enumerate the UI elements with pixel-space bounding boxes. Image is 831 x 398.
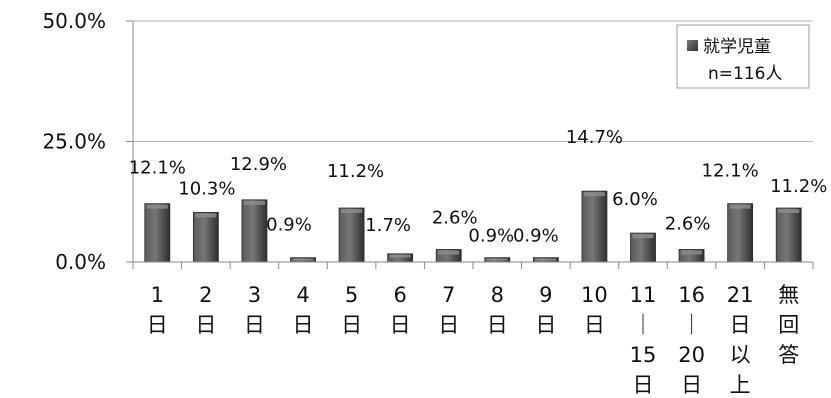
x-tick-label: 日 bbox=[487, 313, 508, 337]
data-label: 0.9% bbox=[266, 215, 312, 236]
axis-layer bbox=[126, 20, 814, 269]
x-tick-label: 日 bbox=[244, 313, 265, 337]
x-tick-label: 21 bbox=[727, 283, 754, 307]
data-label: 12.9% bbox=[230, 154, 287, 175]
x-tick-label: 日 bbox=[633, 373, 654, 397]
data-label: 2.6% bbox=[665, 213, 711, 234]
x-tick-label: 15 bbox=[630, 343, 657, 367]
bar-highlight bbox=[389, 254, 411, 258]
bar-highlight bbox=[292, 258, 314, 261]
bar-highlight bbox=[583, 192, 605, 197]
x-tick-label: 5 bbox=[345, 283, 358, 307]
x-tick-label: 日 bbox=[147, 313, 168, 337]
bar-group bbox=[581, 190, 608, 263]
x-tick-label: 日 bbox=[390, 313, 411, 337]
x-tick-label: 上 bbox=[730, 373, 751, 397]
bar-highlight bbox=[486, 258, 508, 261]
legend-swatch bbox=[687, 40, 698, 51]
bar-group bbox=[484, 257, 511, 263]
bar-highlight bbox=[195, 213, 217, 218]
bar-group bbox=[775, 207, 802, 263]
bar-group bbox=[435, 249, 462, 263]
x-tick-label: 日 bbox=[584, 313, 605, 337]
data-label: 0.9% bbox=[468, 226, 514, 247]
x-tick-label: 8 bbox=[491, 283, 504, 307]
x-tick-label: 10 bbox=[581, 283, 608, 307]
bar-highlight bbox=[535, 258, 557, 261]
labels-layer: 0.0% 25.0% 50.0% 12.1% 1 日 10.3% 2 日 12.9% 3 日 0.9% 4… bbox=[42, 9, 827, 397]
bar-highlight bbox=[146, 204, 168, 209]
bar-highlight bbox=[243, 200, 265, 205]
bar-highlight bbox=[729, 204, 751, 209]
bar-group bbox=[678, 249, 705, 263]
x-tick-label: 日 bbox=[293, 313, 314, 337]
bar-group bbox=[532, 257, 559, 263]
bar-highlight bbox=[632, 234, 654, 239]
legend-box bbox=[676, 24, 810, 89]
bar-highlight bbox=[341, 209, 363, 214]
bar-group bbox=[387, 253, 414, 263]
x-tick-label: 日 bbox=[730, 313, 751, 337]
y-tick-label: 25.0% bbox=[42, 130, 106, 154]
x-tick-label: 日 bbox=[438, 313, 459, 337]
bar-group bbox=[290, 257, 316, 263]
legend-series-label: 就学児童 bbox=[703, 37, 771, 57]
x-tick-label: 日 bbox=[341, 313, 362, 337]
data-label: 11.2% bbox=[327, 161, 384, 182]
x-tick-label: 3 bbox=[248, 283, 261, 307]
bar bbox=[192, 211, 219, 263]
bar bbox=[241, 199, 268, 263]
x-tick-label: ｜ bbox=[681, 313, 702, 337]
bar bbox=[144, 203, 171, 263]
x-tick-label: 日 bbox=[681, 373, 702, 397]
y-tick-label: 50.0% bbox=[42, 9, 106, 33]
x-tick-label: 回 bbox=[778, 313, 799, 337]
data-label: 2.6% bbox=[432, 207, 478, 228]
bar-group bbox=[144, 203, 171, 263]
legend: 就学児童 n=116人 bbox=[676, 24, 810, 89]
bar-highlight bbox=[778, 209, 800, 214]
data-label: 1.7% bbox=[365, 215, 411, 236]
bar-highlight bbox=[681, 250, 703, 255]
data-label: 14.7% bbox=[566, 127, 623, 148]
bars-layer bbox=[144, 190, 802, 263]
x-tick-label: 2 bbox=[199, 283, 212, 307]
bar-group bbox=[727, 203, 754, 263]
data-label: 11.2% bbox=[770, 176, 827, 197]
data-label: 12.1% bbox=[702, 161, 759, 182]
legend-note-label: n=116人 bbox=[708, 64, 782, 84]
x-tick-label: 答 bbox=[778, 343, 799, 367]
bar-highlight bbox=[438, 250, 460, 255]
bar-group bbox=[192, 211, 219, 263]
bar bbox=[338, 207, 365, 263]
x-tick-label: 日 bbox=[195, 313, 216, 337]
data-label: 6.0% bbox=[612, 189, 658, 210]
bar bbox=[727, 203, 754, 263]
data-label: 10.3% bbox=[178, 178, 235, 199]
x-tick-label: 以 bbox=[730, 343, 751, 367]
x-tick-label: 4 bbox=[296, 283, 309, 307]
data-label: 12.1% bbox=[129, 158, 186, 179]
bar-group bbox=[241, 199, 268, 263]
x-tick-label: 6 bbox=[393, 283, 406, 307]
y-tick-label: 0.0% bbox=[55, 250, 106, 274]
x-tick-label: 20 bbox=[678, 343, 705, 367]
x-tick-label: 16 bbox=[678, 283, 705, 307]
x-tick-label: 1 bbox=[151, 283, 164, 307]
x-tick-label: 11 bbox=[630, 283, 657, 307]
bar-group bbox=[338, 207, 365, 263]
x-tick-label: 7 bbox=[442, 283, 455, 307]
bar bbox=[581, 190, 608, 263]
bar bbox=[775, 207, 802, 263]
x-tick-label: 9 bbox=[539, 283, 552, 307]
x-tick-label: 無 bbox=[778, 283, 799, 307]
data-label: 0.9% bbox=[513, 226, 559, 247]
grid-layer bbox=[133, 20, 813, 142]
bar-group bbox=[630, 232, 656, 263]
x-tick-label: 日 bbox=[535, 313, 556, 337]
x-tick-label: ｜ bbox=[633, 313, 654, 337]
